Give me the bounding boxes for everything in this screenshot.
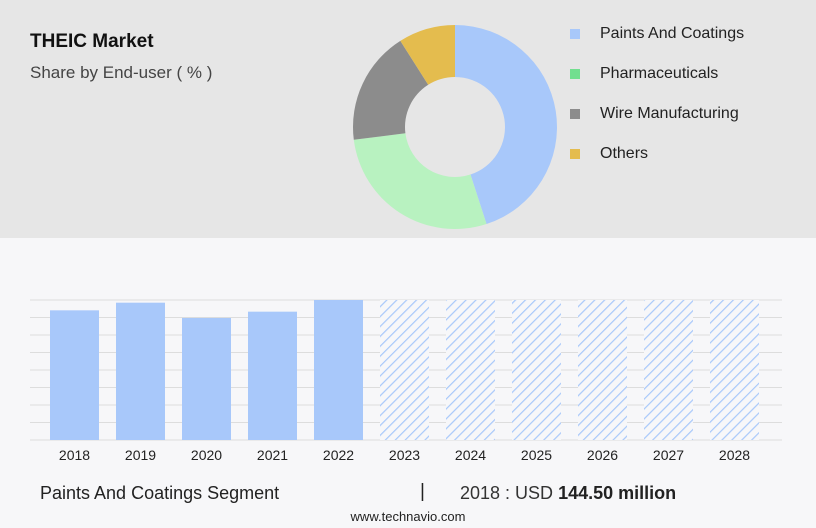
legend-swatch-paints — [570, 29, 580, 39]
x-tick-label-2018: 2018 — [59, 447, 90, 463]
legend: Paints And Coatings Pharmaceuticals Wire… — [570, 14, 744, 174]
chart-title: THEIC Market — [30, 31, 154, 52]
x-tick-label-2020: 2020 — [191, 447, 222, 463]
forecast-bar-2028 — [710, 300, 759, 440]
forecast-bar-2024 — [446, 300, 495, 440]
forecast-bar-2023 — [380, 300, 429, 440]
x-tick-label-2021: 2021 — [257, 447, 288, 463]
forecast-bar-2027 — [644, 300, 693, 440]
legend-item-pharma: Pharmaceuticals — [570, 54, 744, 94]
legend-swatch-pharma — [570, 69, 580, 79]
chart-subtitle: Share by End-user ( % ) — [30, 63, 213, 82]
donut-slice-pharma — [353, 133, 487, 230]
donut-slice-wire — [353, 40, 429, 140]
footer-segment: Paints And Coatings Segment — [40, 483, 280, 503]
footer-site: www.technavio.com — [350, 509, 466, 524]
legend-swatch-others — [570, 149, 580, 159]
x-tick-label-2019: 2019 — [125, 447, 156, 463]
x-tick-label-2025: 2025 — [521, 447, 552, 463]
x-tick-label-2022: 2022 — [323, 447, 354, 463]
bar-2021 — [248, 311, 297, 440]
footer-year-label: 2018 : USD — [460, 483, 554, 503]
forecast-bar-2025 — [512, 300, 561, 440]
legend-swatch-wire — [570, 109, 580, 119]
bar-chart: 2018 2019 2020 2021 2022 2023 2024 2025 2026 2027… — [30, 299, 782, 463]
footer-value-text: 2018 : USD 144.50 million — [460, 483, 676, 504]
bar-2020 — [182, 317, 231, 440]
bar-2018 — [50, 310, 99, 440]
bar-2019 — [116, 302, 165, 440]
legend-item-paints: Paints And Coatings — [570, 14, 744, 54]
x-tick-label-2026: 2026 — [587, 447, 618, 463]
legend-item-wire: Wire Manufacturing — [570, 94, 744, 134]
x-tick-label-2028: 2028 — [719, 447, 750, 463]
x-tick-label-2023: 2023 — [389, 447, 420, 463]
donut-slice-paints — [455, 25, 557, 225]
legend-label-paints: Paints And Coatings — [600, 25, 745, 42]
x-tick-label-2024: 2024 — [455, 447, 486, 463]
bar-2022 — [314, 300, 363, 440]
donut-slice-others — [400, 25, 455, 85]
legend-label-pharma: Pharmaceuticals — [600, 65, 719, 82]
x-tick-label-2027: 2027 — [653, 447, 684, 463]
legend-label-wire: Wire Manufacturing — [600, 105, 739, 122]
legend-item-others: Others — [570, 134, 744, 174]
forecast-bar-2026 — [578, 300, 627, 440]
legend-label-others: Others — [600, 145, 649, 162]
footer-separator: | — [420, 481, 425, 502]
footer-value: 144.50 million — [558, 483, 677, 503]
donut-chart — [353, 25, 557, 230]
